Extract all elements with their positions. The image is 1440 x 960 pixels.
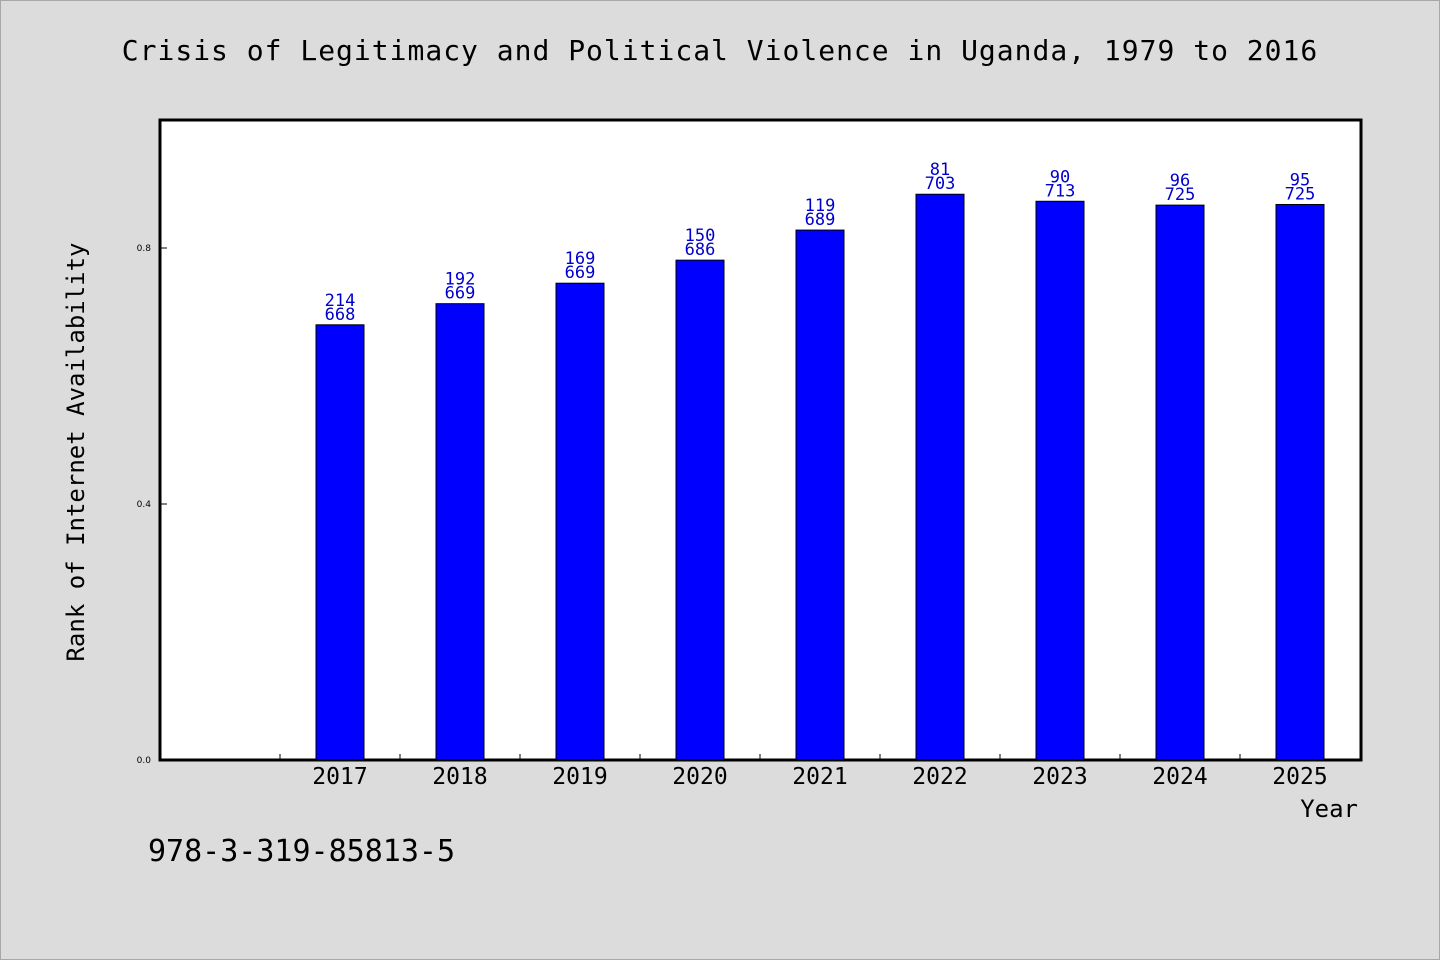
- bar-2024: [1155, 204, 1205, 761]
- bar-2021: [795, 229, 845, 761]
- data-label-top: 96: [1170, 171, 1190, 191]
- data-label-top: 192: [445, 270, 476, 290]
- bar-2018: [435, 303, 485, 761]
- isbn-text: 978-3-319-85813-5: [148, 834, 456, 869]
- x-tick-label: 2025: [1272, 764, 1327, 790]
- bar-2023: [1035, 200, 1085, 761]
- data-label-top: 169: [565, 249, 596, 269]
- data-label-bottom: 686: [685, 240, 716, 260]
- axis-ticks: [160, 247, 1361, 761]
- x-axis-label: Year: [1300, 795, 1358, 823]
- bars: [315, 193, 1325, 761]
- y-tick-label: 0.0: [137, 756, 152, 766]
- x-tick-label: 2018: [432, 764, 487, 790]
- x-tick-label: 2019: [552, 764, 607, 790]
- y-tick-label: 0.8: [137, 244, 152, 254]
- x-tick-label: 2023: [1032, 764, 1087, 790]
- x-tick-label: 2022: [912, 764, 967, 790]
- bar-2025: [1275, 203, 1325, 761]
- data-label-bottom: 725: [1165, 185, 1196, 205]
- data-label-bottom: 669: [565, 263, 596, 283]
- data-label-top: 81: [930, 160, 950, 180]
- chart-title: Crisis of Legitimacy and Political Viole…: [121, 34, 1319, 67]
- data-label-bottom: 689: [805, 210, 836, 230]
- data-label-top: 95: [1290, 170, 1310, 190]
- bar-2017: [315, 324, 365, 761]
- y-tick-labels: 0.0 0.4 0.8: [137, 244, 152, 766]
- data-label-bottom: 703: [925, 174, 956, 194]
- x-tick-label: 2020: [672, 764, 727, 790]
- data-label-bottom: 669: [445, 284, 476, 304]
- data-label-bottom: 725: [1285, 184, 1316, 204]
- y-axis-label: Rank of Internet Availability: [62, 242, 90, 661]
- x-tick-label: 2017: [312, 764, 367, 790]
- x-tick-label: 2024: [1152, 764, 1207, 790]
- x-tick-label: 2021: [792, 764, 847, 790]
- bar-2020: [675, 259, 725, 761]
- data-label-bottom: 668: [325, 305, 356, 325]
- data-label-top: 119: [805, 196, 836, 216]
- y-tick-label: 0.4: [137, 500, 152, 510]
- x-tick-labels: 2017 2018 2019 2020 2021 2022 2023 2024 2025: [312, 764, 1327, 790]
- data-label-top: 90: [1050, 167, 1070, 187]
- bar-2019: [555, 282, 605, 761]
- bar-2022: [915, 193, 965, 761]
- data-label-top: 214: [325, 291, 356, 311]
- data-label-bottom: 713: [1045, 181, 1076, 201]
- data-label-top: 150: [685, 226, 716, 246]
